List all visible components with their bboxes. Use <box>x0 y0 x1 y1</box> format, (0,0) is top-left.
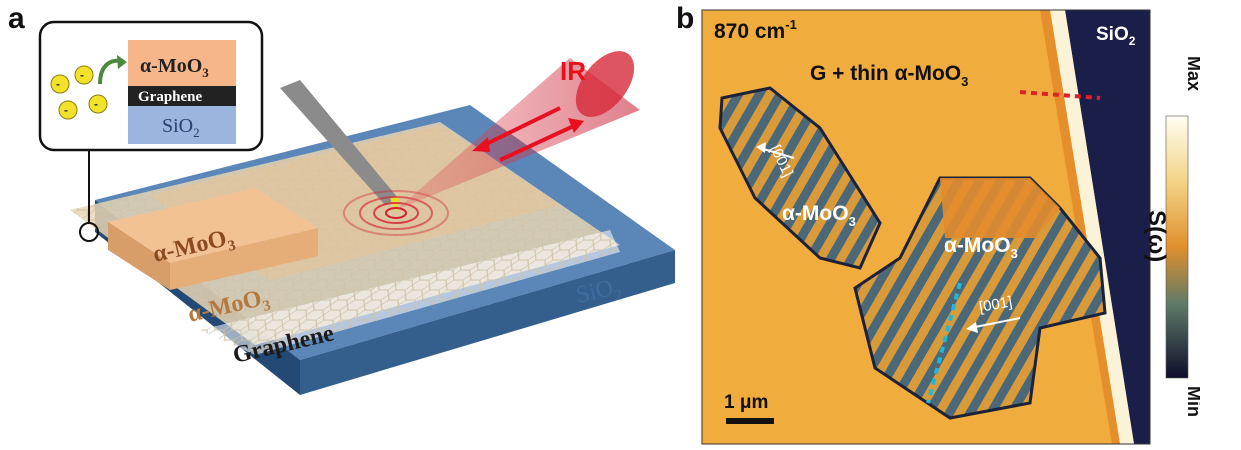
map-frame <box>701 9 1151 445</box>
sio2-region <box>1065 10 1155 444</box>
linecut-cyan <box>926 282 962 404</box>
svg-text:-: - <box>56 77 60 91</box>
flake-1-label: α-MoO3 <box>782 202 856 229</box>
inset-moo3-label: α-MoO3 <box>140 55 209 80</box>
inset-sio2-label: SiO2 <box>162 115 200 140</box>
flake-2-label: α-MoO3 <box>944 234 1018 261</box>
moo3-block-front <box>108 222 170 290</box>
panel-a-letter: a <box>8 2 25 35</box>
scale-bar <box>726 418 774 424</box>
colorbar-quantity-label: S(ω) <box>1143 210 1170 263</box>
inset-graphene-label: Graphene <box>138 89 203 105</box>
thin-moo3-strip <box>1040 10 1120 444</box>
linecut-red <box>1019 90 1101 100</box>
scale-bar-label: 1 μm <box>724 392 768 413</box>
ir-label: IR <box>560 56 586 86</box>
moo3-block-top <box>108 188 318 263</box>
svg-text:-: - <box>80 68 84 82</box>
inset-moo3-layer <box>128 40 236 86</box>
svg-text:-: - <box>94 97 98 111</box>
colorbar-min-label: Min <box>1184 386 1200 417</box>
moo3-block-side <box>170 228 318 290</box>
ir-beam-end <box>575 51 635 117</box>
afm-tip-apex <box>390 196 400 213</box>
frequency-label: 870 cm-1 <box>714 17 797 43</box>
sio2-label: SiO2 <box>1096 24 1136 48</box>
colorbar <box>1165 115 1189 379</box>
inset-sio2-layer <box>128 106 236 144</box>
substrate-side-front <box>300 250 675 395</box>
direction-label-2: [001] <box>978 293 1014 316</box>
direction-arrow-2 <box>969 317 1021 329</box>
ir-arrow-out <box>499 122 579 162</box>
region-label: G + thin α-MoO3 <box>810 62 968 89</box>
afm-tip-cantilever <box>280 80 398 205</box>
colorbar-max-label: Max <box>1184 56 1200 91</box>
inset-graphene-layer <box>128 86 236 106</box>
polariton-rings <box>343 190 449 236</box>
flake-1 <box>718 86 882 270</box>
svg-text:-: - <box>64 103 68 117</box>
panel-a-schematic: IR α-MoO3 α-MoO3 Graphene SiO2 α-MoO3 Gr… <box>38 20 675 395</box>
panel-b-snom-image: [001] [001] 870 cm-1 G + thin α-MoO3 α-M… <box>701 9 1200 445</box>
electron-icons: - - - - <box>50 65 108 120</box>
panel-b-letter: b <box>676 2 695 35</box>
ir-arrow-in <box>477 106 561 150</box>
direction-arrow-1 <box>759 147 795 159</box>
